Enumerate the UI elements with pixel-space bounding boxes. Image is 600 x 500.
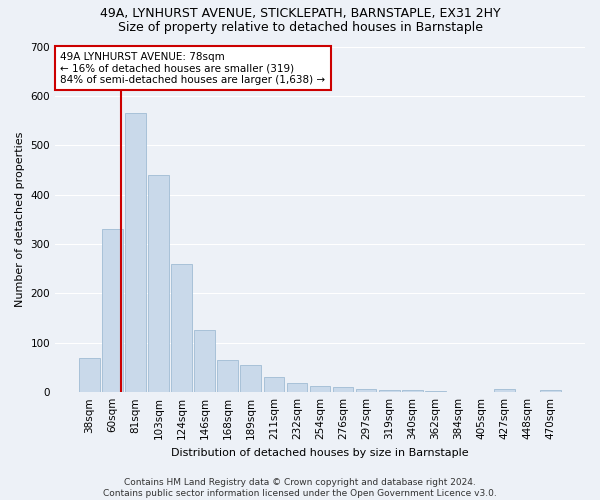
Text: Size of property relative to detached houses in Barnstaple: Size of property relative to detached ho… bbox=[118, 21, 482, 34]
Bar bbox=[310, 386, 331, 392]
Bar bbox=[241, 365, 261, 392]
Bar bbox=[102, 229, 123, 392]
Bar bbox=[356, 388, 376, 392]
Bar bbox=[425, 390, 446, 392]
Bar bbox=[172, 264, 192, 392]
Bar bbox=[217, 360, 238, 392]
Bar bbox=[540, 390, 561, 392]
Text: 49A LYNHURST AVENUE: 78sqm
← 16% of detached houses are smaller (319)
84% of sem: 49A LYNHURST AVENUE: 78sqm ← 16% of deta… bbox=[61, 52, 325, 85]
Y-axis label: Number of detached properties: Number of detached properties bbox=[15, 132, 25, 307]
Bar bbox=[148, 175, 169, 392]
Bar bbox=[402, 390, 422, 392]
X-axis label: Distribution of detached houses by size in Barnstaple: Distribution of detached houses by size … bbox=[171, 448, 469, 458]
Bar bbox=[332, 387, 353, 392]
Bar bbox=[79, 358, 100, 392]
Text: 49A, LYNHURST AVENUE, STICKLEPATH, BARNSTAPLE, EX31 2HY: 49A, LYNHURST AVENUE, STICKLEPATH, BARNS… bbox=[100, 8, 500, 20]
Bar bbox=[379, 390, 400, 392]
Bar bbox=[494, 388, 515, 392]
Bar bbox=[287, 384, 307, 392]
Text: Contains HM Land Registry data © Crown copyright and database right 2024.
Contai: Contains HM Land Registry data © Crown c… bbox=[103, 478, 497, 498]
Bar bbox=[125, 113, 146, 392]
Bar bbox=[194, 330, 215, 392]
Bar bbox=[263, 378, 284, 392]
